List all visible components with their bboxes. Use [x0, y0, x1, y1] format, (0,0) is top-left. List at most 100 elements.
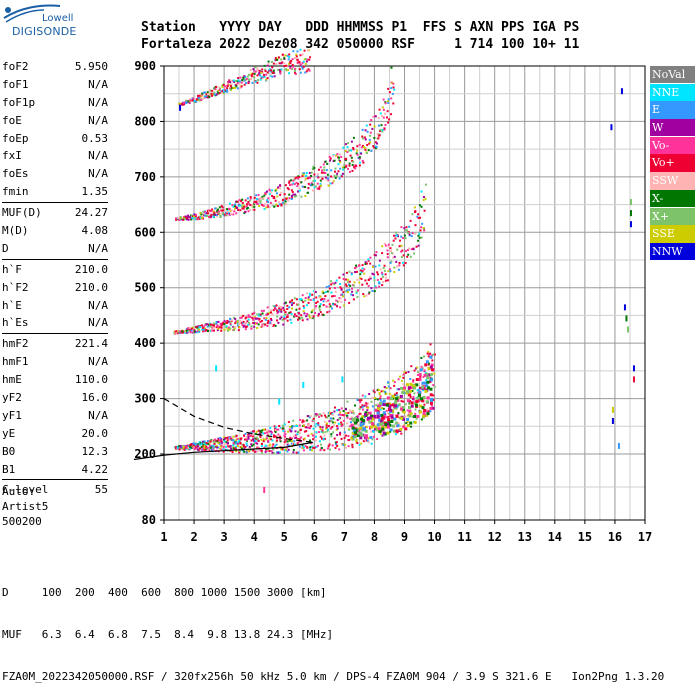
- echo-point: [329, 448, 332, 451]
- echo-point: [395, 265, 398, 268]
- echo-point: [340, 300, 343, 303]
- echo-point: [362, 137, 365, 140]
- echo-point: [265, 450, 268, 453]
- echo-point: [288, 193, 291, 196]
- echo-point: [294, 434, 297, 437]
- echo-point: [257, 429, 260, 432]
- echo-point: [220, 209, 223, 212]
- echo-point: [234, 442, 237, 445]
- echo-point: [265, 78, 268, 81]
- echo-point: [269, 430, 272, 433]
- echo-point: [261, 195, 264, 198]
- echo-point: [247, 435, 250, 438]
- echo-point: [278, 203, 281, 206]
- echo-point: [325, 169, 328, 172]
- echo-point: [260, 325, 263, 328]
- echo-point: [415, 399, 419, 403]
- echo-point: [362, 161, 365, 164]
- echo-point: [208, 449, 211, 452]
- echo-point: [335, 441, 338, 444]
- echo-point: [302, 60, 305, 63]
- echo-point: [382, 267, 385, 270]
- echo-point: [369, 256, 372, 259]
- echo-point: [327, 411, 330, 414]
- x-tick-label: 5: [281, 530, 288, 544]
- echo-point: [267, 312, 270, 315]
- echo-point: [325, 426, 328, 429]
- echo-point: [330, 419, 333, 422]
- echo-point: [301, 421, 304, 424]
- echo-point: [352, 429, 356, 433]
- echo-point: [324, 431, 327, 434]
- echo-point: [427, 350, 430, 353]
- echo-point: [300, 299, 303, 302]
- echo-point: [218, 86, 221, 89]
- echo-point: [358, 264, 361, 267]
- echo-point: [238, 439, 241, 442]
- echo-point: [326, 173, 329, 176]
- echo-point: [247, 210, 250, 213]
- echo-point: [368, 291, 371, 294]
- echo-point: [239, 449, 242, 452]
- echo-point: [222, 92, 225, 95]
- echo-point: [365, 439, 368, 442]
- echo-point: [255, 438, 258, 441]
- echo-point: [318, 305, 321, 308]
- echo-point: [318, 306, 321, 309]
- echo-point: [244, 321, 247, 324]
- echo-point: [334, 441, 337, 444]
- echo-point: [333, 283, 336, 286]
- echo-point: [185, 100, 188, 103]
- echo-point: [317, 313, 320, 316]
- echo-point: [381, 284, 384, 287]
- echo-point: [250, 439, 253, 442]
- echo-point: [187, 446, 190, 449]
- param-row: foF1 N/A: [2, 76, 108, 94]
- echo-point: [385, 403, 389, 407]
- echo-point: [288, 197, 291, 200]
- echo-point: [368, 411, 372, 415]
- echo-point: [373, 414, 377, 418]
- echo-point: [378, 429, 382, 433]
- echo-point: [329, 159, 332, 162]
- echo-point: [336, 425, 339, 428]
- echo-point: [266, 324, 269, 327]
- echo-point: [348, 428, 351, 431]
- echo-point: [282, 55, 285, 58]
- echo-point: [308, 316, 311, 319]
- echo-point: [378, 129, 381, 132]
- echo-point: [214, 213, 217, 216]
- echo-point: [294, 177, 297, 180]
- x-tick-label: 13: [518, 530, 532, 544]
- echo-point: [298, 68, 301, 71]
- echo-point: [391, 394, 395, 398]
- echo-point: [312, 446, 315, 449]
- echo-point: [277, 186, 280, 189]
- echo-point: [251, 74, 254, 77]
- echo-point: [424, 363, 428, 367]
- echo-point: [376, 278, 379, 281]
- echo-point: [322, 314, 325, 317]
- echo-point: [361, 422, 365, 426]
- echo-point: [361, 408, 364, 411]
- echo-point: [281, 200, 284, 203]
- echo-point: [287, 58, 290, 61]
- echo-point: [325, 423, 328, 426]
- echo-point: [332, 417, 335, 420]
- echo-point: [303, 420, 306, 423]
- echo-point: [392, 86, 395, 89]
- echo-point: [283, 449, 286, 452]
- echo-point: [389, 408, 393, 412]
- echo-point: [367, 441, 370, 444]
- echo-point: [217, 442, 220, 445]
- param-value: 5.950: [74, 60, 108, 73]
- echo-point: [360, 433, 364, 437]
- echo-point: [204, 442, 207, 445]
- echo-point: [317, 424, 320, 427]
- echo-point: [334, 303, 337, 306]
- echo-point: [260, 442, 263, 445]
- echo-point: [205, 93, 208, 96]
- echo-point: [208, 210, 211, 213]
- echo-point: [250, 74, 253, 77]
- echo-point: [262, 440, 265, 443]
